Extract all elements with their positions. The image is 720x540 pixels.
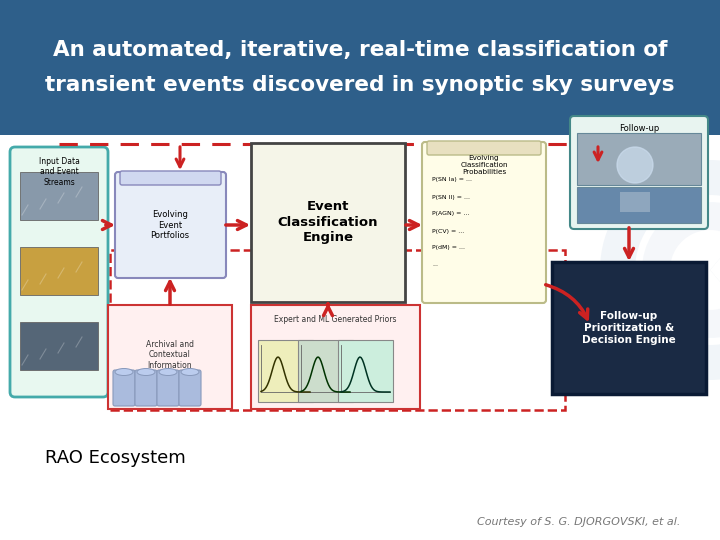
Text: Archival and
Contextual
Information: Archival and Contextual Information <box>146 340 194 370</box>
Bar <box>20 322 98 370</box>
Circle shape <box>617 147 653 183</box>
Wedge shape <box>670 230 720 310</box>
Text: Courtesy of S. G. DJORGOVSKI, et al.: Courtesy of S. G. DJORGOVSKI, et al. <box>477 517 680 527</box>
FancyBboxPatch shape <box>570 116 708 229</box>
Text: P(AGN) = ...: P(AGN) = ... <box>432 212 469 217</box>
Text: Input Data
and Event
Streams: Input Data and Event Streams <box>39 157 79 187</box>
Ellipse shape <box>181 368 199 375</box>
Text: P(SN Ia) = ...: P(SN Ia) = ... <box>432 178 472 183</box>
Text: ...: ... <box>432 262 438 267</box>
Bar <box>20 172 98 220</box>
Text: P(SN II) = ...: P(SN II) = ... <box>432 194 470 199</box>
Text: P(CV) = ...: P(CV) = ... <box>432 228 464 233</box>
Wedge shape <box>600 160 720 380</box>
FancyBboxPatch shape <box>120 171 221 185</box>
Bar <box>298 340 353 402</box>
FancyBboxPatch shape <box>115 172 226 278</box>
FancyBboxPatch shape <box>10 147 108 397</box>
Bar <box>577 133 701 185</box>
Text: Follow-up
Facilities: Follow-up Facilities <box>619 124 659 144</box>
Text: Follow-up
Prioritization &
Decision Engine: Follow-up Prioritization & Decision Engi… <box>582 312 676 345</box>
Ellipse shape <box>159 368 177 375</box>
Bar <box>577 187 701 223</box>
Wedge shape <box>642 202 720 338</box>
Ellipse shape <box>115 368 133 375</box>
Bar <box>0 0 720 135</box>
Text: Event
Classification
Engine: Event Classification Engine <box>278 200 378 244</box>
FancyBboxPatch shape <box>157 370 179 406</box>
FancyBboxPatch shape <box>251 305 420 409</box>
Bar <box>20 247 98 295</box>
Bar <box>338 340 393 402</box>
Text: An automated, iterative, real-time classification of: An automated, iterative, real-time class… <box>53 40 667 60</box>
Text: Evolving
Classification
Probabilities: Evolving Classification Probabilities <box>460 155 508 175</box>
Text: P(dM) = ...: P(dM) = ... <box>432 246 465 251</box>
FancyBboxPatch shape <box>552 262 706 394</box>
Bar <box>620 192 650 212</box>
FancyBboxPatch shape <box>251 143 405 302</box>
Text: RAO Ecosystem: RAO Ecosystem <box>45 449 186 467</box>
Text: transient events discovered in synoptic sky surveys: transient events discovered in synoptic … <box>45 75 675 95</box>
FancyBboxPatch shape <box>108 305 232 409</box>
Text: Expert and ML Generated Priors: Expert and ML Generated Priors <box>274 315 396 324</box>
Wedge shape <box>635 195 720 345</box>
FancyBboxPatch shape <box>179 370 201 406</box>
Text: Evolving
Event
Portfolios: Evolving Event Portfolios <box>150 210 189 240</box>
FancyBboxPatch shape <box>135 370 157 406</box>
FancyBboxPatch shape <box>427 141 541 155</box>
Ellipse shape <box>137 368 155 375</box>
Bar <box>258 340 313 402</box>
FancyBboxPatch shape <box>422 142 546 303</box>
FancyBboxPatch shape <box>113 370 135 406</box>
